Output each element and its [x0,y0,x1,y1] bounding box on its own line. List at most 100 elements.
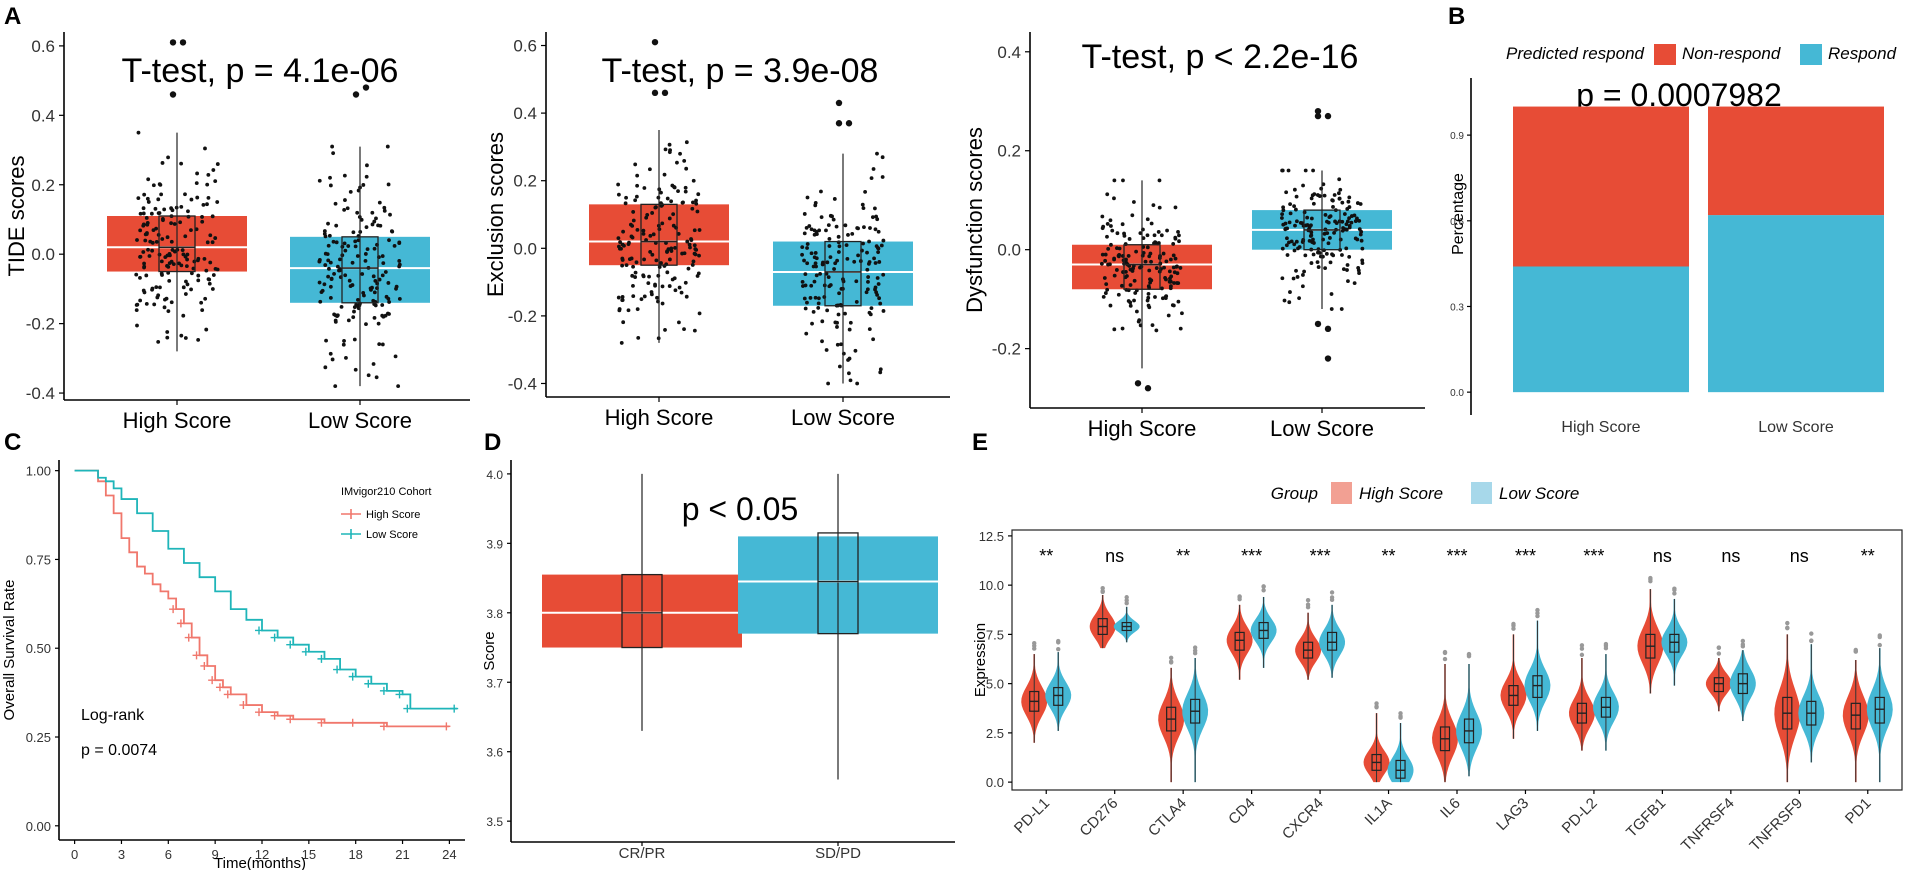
data-point [816,296,821,301]
data-point [800,245,805,250]
data-point [141,222,146,227]
data-point [642,186,647,190]
panel-letter-d: D [484,429,501,456]
data-point [1329,292,1334,296]
data-point [1360,261,1365,266]
data-point [162,305,167,310]
data-point [186,209,190,214]
data-point [837,364,842,369]
data-point [371,362,376,366]
data-point [347,278,352,283]
data-point [804,225,809,230]
data-point [1330,198,1335,203]
data-point [630,235,635,240]
data-point [1109,224,1113,228]
significance-label: *** [1241,546,1262,566]
data-point [1128,300,1133,305]
chart-title: T-test, p = 3.9e-08 [602,52,879,90]
violin-outlier [1374,705,1379,710]
data-point [1331,253,1336,258]
data-point [183,192,187,197]
data-point [697,228,702,232]
violin-outlier [1237,594,1242,599]
data-point [1303,168,1308,173]
violin-outlier [1466,651,1472,657]
data-point [812,279,817,284]
violin-outlier [1442,656,1448,662]
data-point [159,271,164,276]
x-tick-label: CTLA4 [1145,795,1190,840]
outlier-point [1314,112,1322,120]
data-point [145,222,150,227]
y-tick-label: 0.2 [31,176,55,195]
logrank-label: Log-rank [81,707,145,724]
data-point [1293,223,1297,228]
data-point [1114,268,1119,272]
data-point [173,249,177,254]
censor-mark [301,647,310,656]
data-point [185,252,190,257]
data-point [1123,269,1128,274]
data-point [1339,307,1344,311]
violin-outlier [1124,601,1129,606]
data-point [144,216,149,220]
data-point [878,301,883,306]
data-point [821,260,825,265]
y-tick-label: 0.2 [513,172,537,191]
violin-outlier [1809,638,1814,644]
data-point [154,239,159,244]
censor-mark [208,676,217,685]
data-point [1164,277,1168,282]
data-point [828,255,833,260]
data-point [668,257,672,262]
data-point [1105,222,1110,226]
data-point [1132,298,1136,303]
data-point [372,246,377,251]
data-point [667,216,672,221]
data-point [1332,193,1337,197]
data-point [361,290,366,295]
data-point [630,223,635,228]
y-tick-label: 3.9 [486,537,503,551]
violin-box [1669,633,1680,653]
data-point [138,228,143,233]
data-point [683,280,688,285]
significance-label: *** [1446,546,1467,566]
data-point [364,322,368,327]
data-point [203,146,207,151]
data-point [184,264,189,269]
data-point [195,195,200,200]
data-point [870,215,875,220]
x-tick-label: CXCR4 [1279,795,1327,843]
data-point [392,243,397,248]
data-point [1101,294,1106,299]
data-point [211,168,216,172]
data-point [1328,260,1333,265]
data-point [1169,274,1174,279]
data-point [1292,248,1297,253]
data-point [685,239,690,244]
data-point [345,206,350,211]
data-point [1149,259,1153,264]
legend-title: IMvigor210 Cohort [341,486,432,498]
data-point [348,189,353,194]
violin-outlier [1032,643,1037,649]
data-point [835,325,839,329]
data-point [372,315,377,320]
data-point [328,284,333,289]
censor-mark [317,718,326,727]
data-point [380,342,385,347]
data-point [848,378,853,383]
data-point [1132,278,1137,283]
data-point [150,287,154,292]
data-point [1115,231,1120,236]
data-point [677,320,681,325]
legend-label-high: High Score [1359,484,1443,503]
data-point [200,308,205,313]
data-point [1346,279,1350,284]
box-inner-iqr [621,573,663,649]
data-point [381,314,386,319]
chart-title: T-test, p = 4.1e-06 [122,52,399,90]
data-point [1120,222,1125,227]
